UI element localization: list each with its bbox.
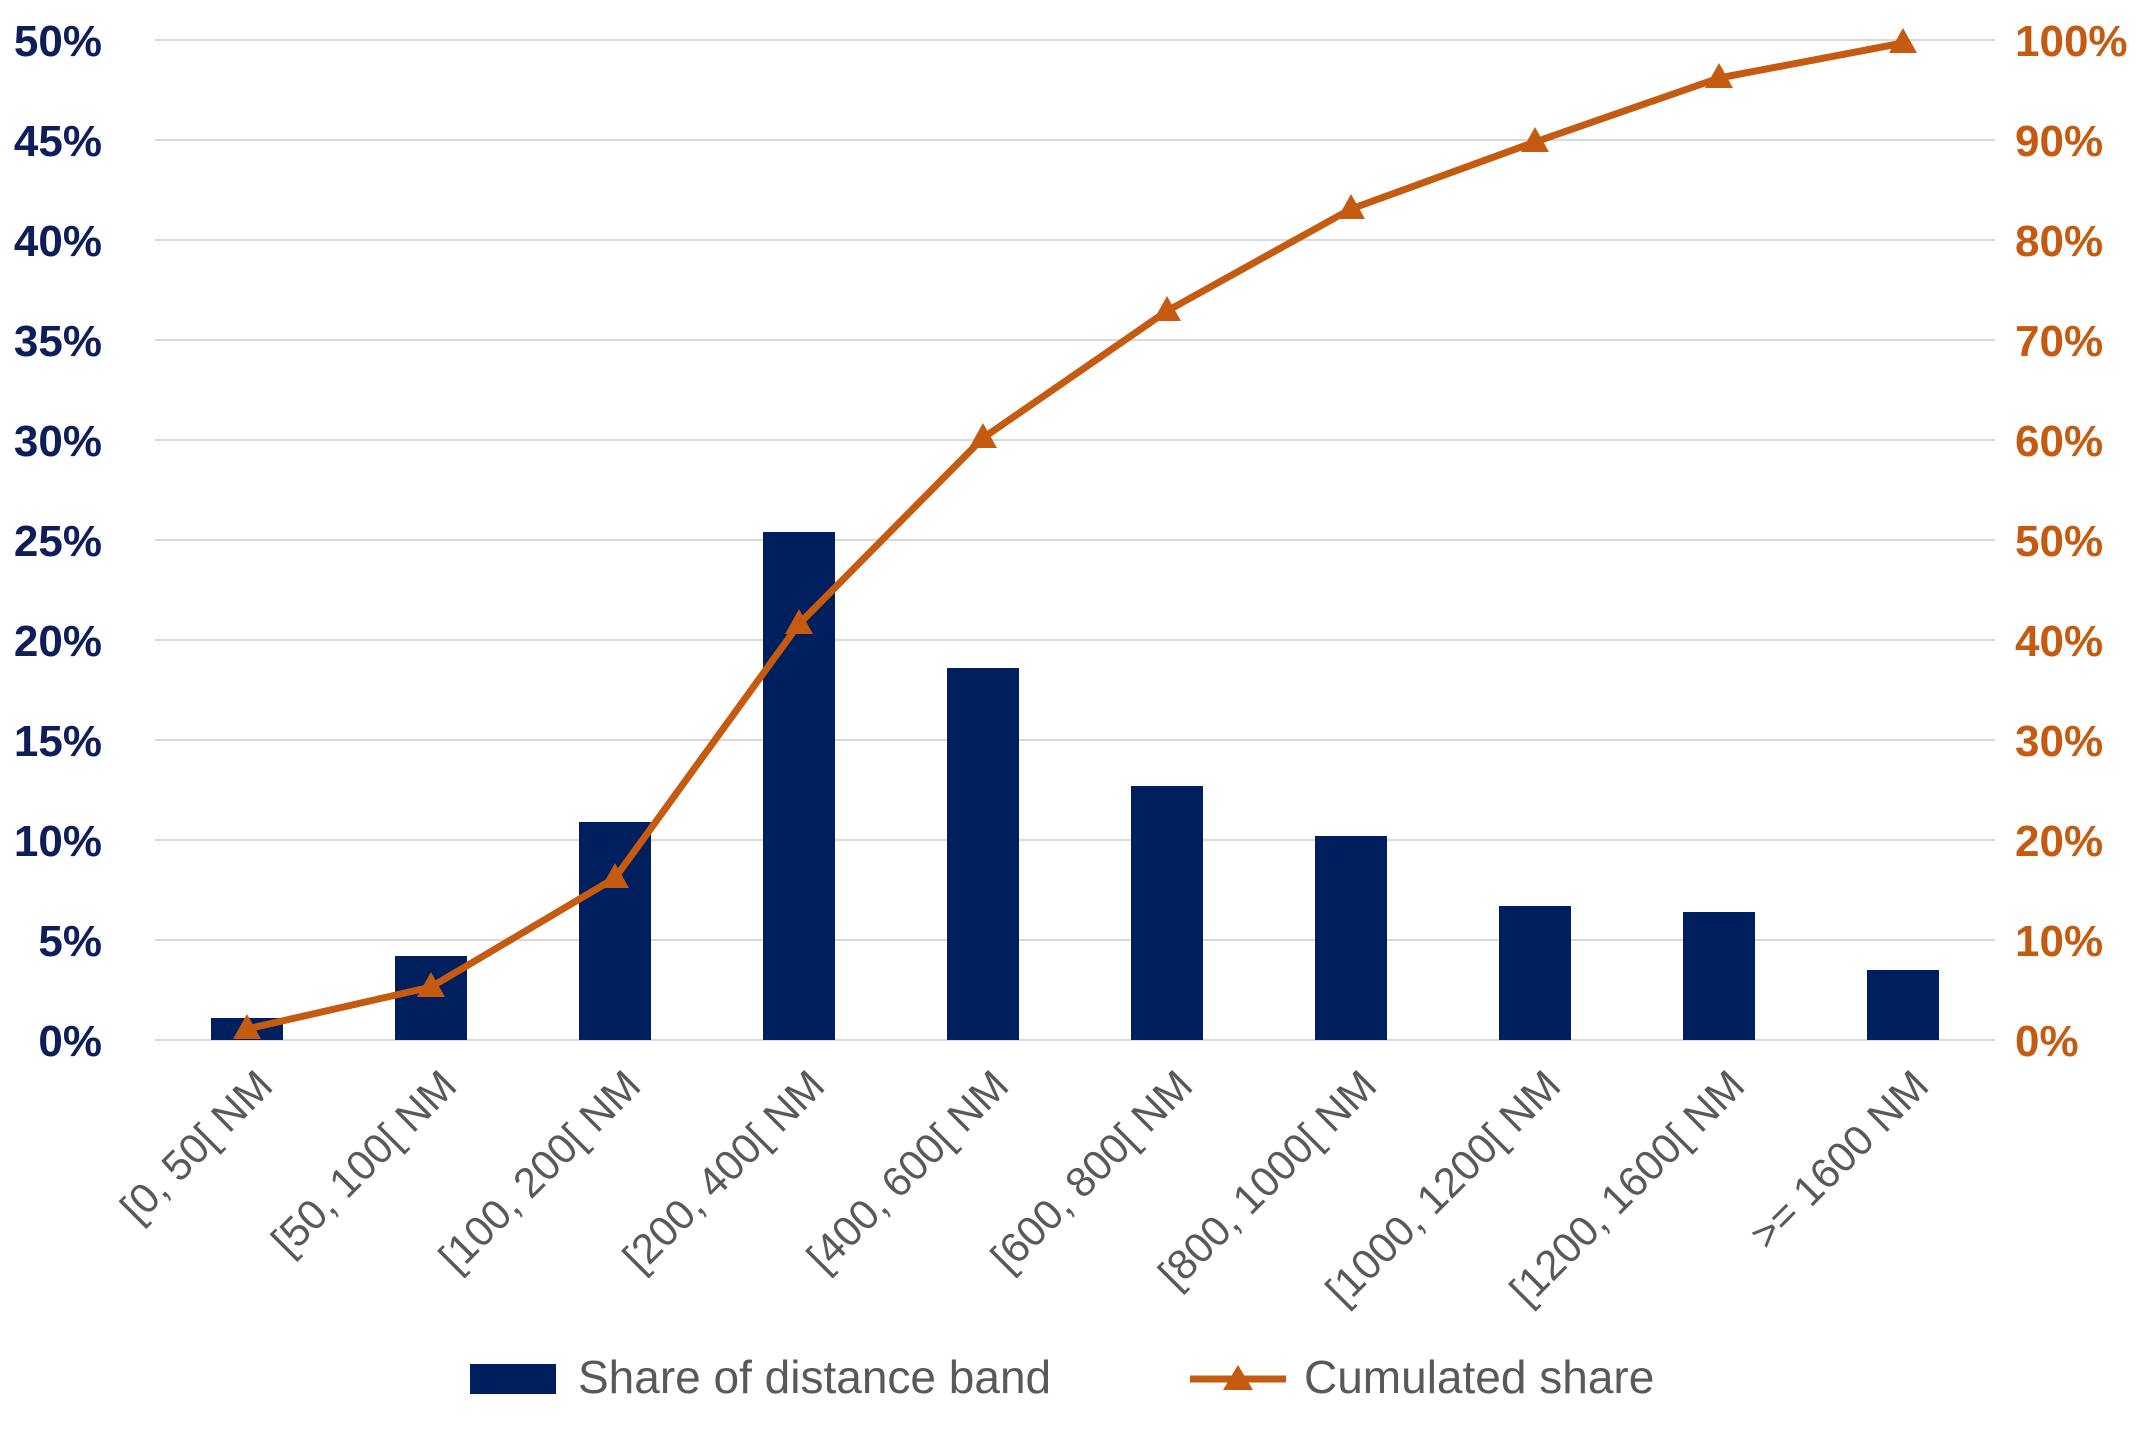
right-tick-label: 100%	[2015, 17, 2128, 66]
right-tick-label: 40%	[2015, 617, 2103, 666]
category-label: [0, 50[ NM	[111, 1061, 281, 1231]
line-series	[233, 28, 1917, 1039]
right-tick-label: 80%	[2015, 217, 2103, 266]
triangle-marker	[417, 972, 445, 997]
bar	[1867, 970, 1939, 1040]
legend-bar-swatch	[470, 1364, 556, 1394]
triangle-marker	[969, 423, 997, 448]
left-tick-label: 30%	[14, 417, 102, 466]
legend-line-label: Cumulated share	[1304, 1351, 1654, 1403]
bar	[1683, 912, 1755, 1040]
triangle-marker	[601, 863, 629, 888]
bar	[579, 822, 651, 1040]
x-axis: [0, 50[ NM[50, 100[ NM[100, 200[ NM[200,…	[111, 1061, 1937, 1314]
right-tick-label: 10%	[2015, 917, 2103, 966]
bar	[1131, 786, 1203, 1040]
left-tick-label: 0%	[38, 1017, 102, 1066]
right-y-axis: 0% 10% 20% 30% 40% 50% 60% 70% 80% 90% 100%	[2015, 17, 2128, 1066]
left-tick-label: 35%	[14, 317, 102, 366]
legend: Share of distance band Cumulated share	[470, 1351, 1654, 1403]
triangle-marker	[1337, 194, 1365, 219]
right-tick-label: 90%	[2015, 117, 2103, 166]
right-tick-label: 50%	[2015, 517, 2103, 566]
bar	[947, 668, 1019, 1040]
left-tick-label: 40%	[14, 217, 102, 266]
cumulative-line	[246, 39, 1904, 1033]
gridlines	[155, 39, 1995, 1041]
left-tick-label: 20%	[14, 617, 102, 666]
right-tick-label: 70%	[2015, 317, 2103, 366]
left-tick-label: 45%	[14, 117, 102, 166]
category-label: >= 1600 NM	[1741, 1061, 1938, 1258]
triangle-marker	[785, 609, 813, 634]
left-tick-label: 5%	[38, 917, 102, 966]
bar	[763, 532, 835, 1040]
triangle-marker	[1705, 63, 1733, 88]
right-tick-label: 0%	[2015, 1017, 2079, 1066]
left-tick-label: 10%	[14, 817, 102, 866]
left-tick-label: 50%	[14, 17, 102, 66]
triangle-marker	[1153, 296, 1181, 321]
right-tick-label: 20%	[2015, 817, 2103, 866]
bar-series	[211, 532, 1939, 1040]
left-tick-label: 15%	[14, 717, 102, 766]
category-label: [50, 100[ NM	[262, 1061, 465, 1264]
triangle-marker	[1889, 28, 1917, 53]
legend-line-marker	[1223, 1365, 1253, 1390]
triangle-marker	[1521, 127, 1549, 152]
left-y-axis: 0% 5% 10% 15% 20% 25% 30% 35% 40% 45% 50%	[14, 17, 102, 1066]
right-tick-label: 30%	[2015, 717, 2103, 766]
right-tick-label: 60%	[2015, 417, 2103, 466]
bar	[1499, 906, 1571, 1040]
bar	[1315, 836, 1387, 1040]
left-tick-label: 25%	[14, 517, 102, 566]
triangle-marker	[233, 1014, 261, 1039]
legend-bar-label: Share of distance band	[578, 1351, 1051, 1403]
